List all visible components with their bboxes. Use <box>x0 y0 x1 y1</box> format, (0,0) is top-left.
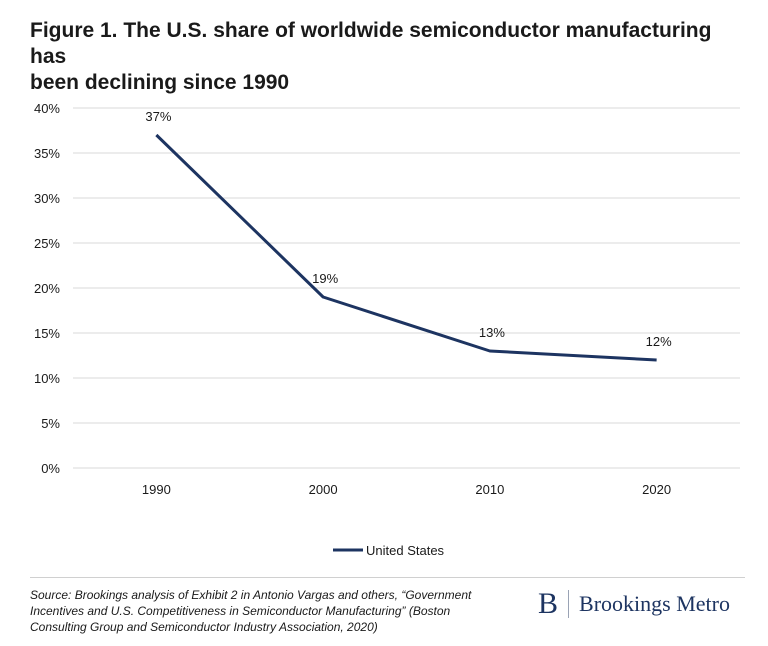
y-tick-label: 35% <box>34 146 60 161</box>
y-tick-label: 5% <box>41 416 60 431</box>
y-tick-label: 15% <box>34 326 60 341</box>
y-tick-label: 25% <box>34 236 60 251</box>
y-tick-label: 10% <box>34 371 60 386</box>
x-tick-label: 2020 <box>642 482 671 497</box>
x-tick-label: 1990 <box>142 482 171 497</box>
y-tick-label: 20% <box>34 281 60 296</box>
x-tick-label: 2010 <box>475 482 504 497</box>
data-label: 19% <box>312 271 338 286</box>
logo-mark: B <box>538 587 559 620</box>
legend-label: United States <box>366 543 445 558</box>
brookings-metro-logo: B Brookings Metro <box>538 586 730 622</box>
y-tick-label: 40% <box>34 101 60 116</box>
data-label: 37% <box>145 109 171 124</box>
chart-title-line-2: been declining since 1990 <box>30 71 290 94</box>
footer-divider <box>30 577 745 578</box>
logo-separator <box>568 590 570 618</box>
x-tick-label: 2000 <box>309 482 338 497</box>
source-note: Source: Brookings analysis of Exhibit 2 … <box>30 588 472 634</box>
data-label: 13% <box>479 325 505 340</box>
logo-text: Brookings Metro <box>579 591 730 616</box>
line-chart: 0% 5% 10% 15% 20% 25% 30% 35% 40% 1990 2000 2010 202… <box>34 101 740 558</box>
y-tick-label: 30% <box>34 191 60 206</box>
series-line-united-states <box>155 133 657 362</box>
data-label: 12% <box>646 334 672 349</box>
chart-title: Figure 1. The U.S. share of worldwide se… <box>30 18 740 96</box>
chart-title-line-1: Figure 1. The U.S. share of worldwide se… <box>30 19 712 68</box>
y-tick-label: 0% <box>41 461 60 476</box>
